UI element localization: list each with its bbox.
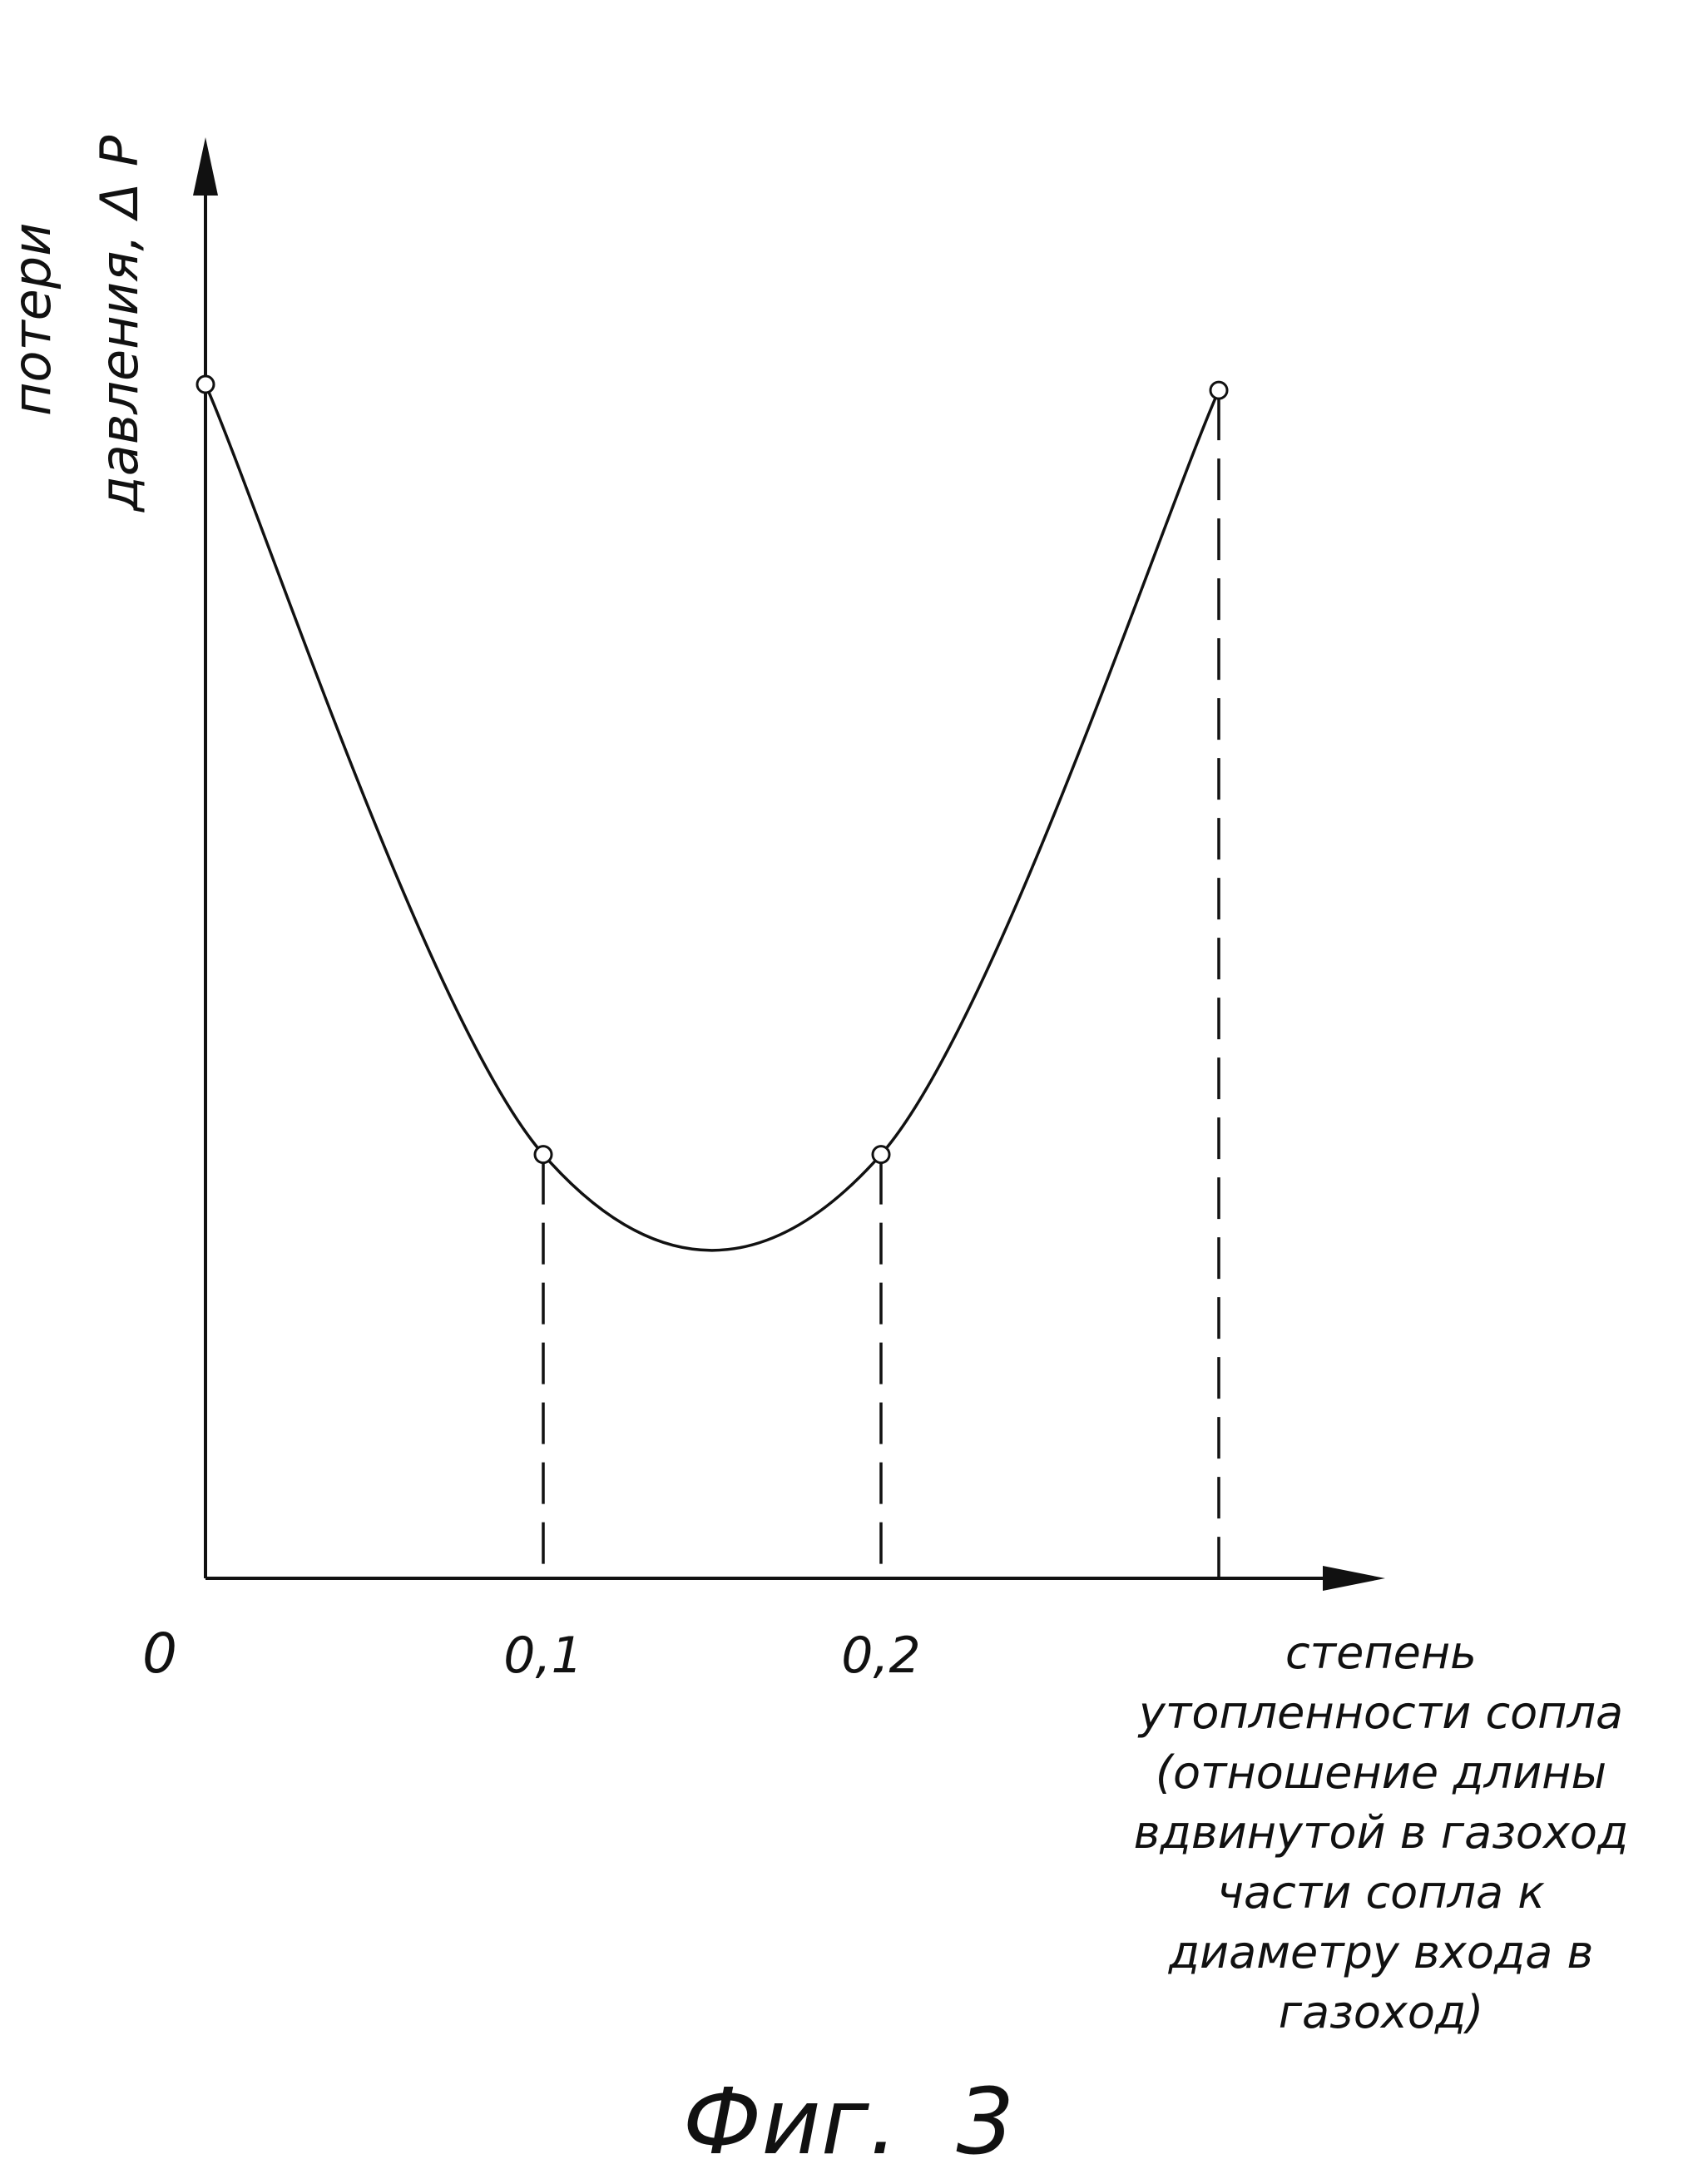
x-axis-label-line: диаметру входа в: [1168, 1926, 1594, 1978]
data-point: [873, 1146, 889, 1163]
y-axis-label-line-2: давления, Δ P: [89, 135, 150, 513]
y-axis-label: потери давления, Δ P: [2, 135, 150, 513]
y-axis-label-line-1: потери: [2, 223, 62, 416]
x-axis-label-line: газоход): [1279, 1986, 1484, 2038]
data-point: [197, 376, 214, 393]
y-axis-arrowhead: [193, 137, 218, 196]
x-tick-label: 0: [142, 1622, 177, 1686]
x-axis-label-line: степень: [1285, 1627, 1477, 1679]
figure-caption: Фиг. 3: [683, 2068, 1015, 2175]
x-axis-arrowhead: [1323, 1566, 1385, 1591]
x-tick-label: 0,2: [841, 1627, 920, 1685]
x-axis-label: степень утопленности сопла (отношение длин…: [1134, 1627, 1629, 2038]
x-tick-label: 0,1: [503, 1627, 582, 1685]
data-point: [535, 1146, 552, 1163]
series-line: [205, 384, 1219, 1250]
x-axis-label-line: (отношение длины: [1156, 1746, 1606, 1799]
x-axis-label-line: вдвинутой в газоход: [1134, 1806, 1629, 1859]
data-point: [1210, 382, 1227, 399]
x-axis-label-line: утопленности сопла: [1137, 1686, 1623, 1739]
x-axis-label-line: части сопла к: [1217, 1866, 1545, 1919]
